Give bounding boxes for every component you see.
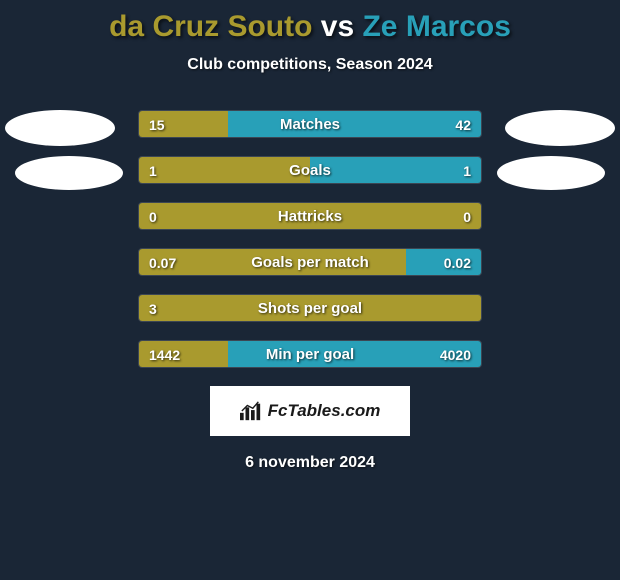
stat-row: 11Goals [138,156,482,184]
comparison-infographic: da Cruz Souto vs Ze Marcos Club competit… [0,0,620,580]
logo-text: FcTables.com [268,401,381,421]
stat-label: Matches [139,111,481,138]
player1-avatar-placeholder-2 [15,156,123,190]
stat-label: Min per goal [139,341,481,368]
player1-name: da Cruz Souto [109,10,312,43]
player2-avatar-placeholder-1 [505,110,615,146]
date-label: 6 november 2024 [0,454,620,472]
stat-row: 1542Matches [138,110,482,138]
stat-label: Goals per match [139,249,481,276]
stat-row: 3Shots per goal [138,294,482,322]
player1-avatar-placeholder-1 [5,110,115,146]
stat-label: Hattricks [139,203,481,230]
stat-row: 00Hattricks [138,202,482,230]
bar-chart-icon [240,401,262,421]
player2-avatar-placeholder-2 [497,156,605,190]
subtitle: Club competitions, Season 2024 [0,56,620,74]
player2-name: Ze Marcos [362,10,510,43]
stat-label: Goals [139,157,481,184]
stat-row: 14424020Min per goal [138,340,482,368]
stat-row: 0.070.02Goals per match [138,248,482,276]
stat-label: Shots per goal [139,295,481,322]
stat-rows: 1542Matches 11Goals 00Hattricks 0.070.02Goa… [138,110,482,368]
vs-separator: vs [312,10,362,43]
page-title: da Cruz Souto vs Ze Marcos [0,0,620,44]
chart-area: 1542Matches 11Goals 00Hattricks 0.070.02Goa… [0,110,620,368]
fctables-logo[interactable]: FcTables.com [210,386,410,436]
